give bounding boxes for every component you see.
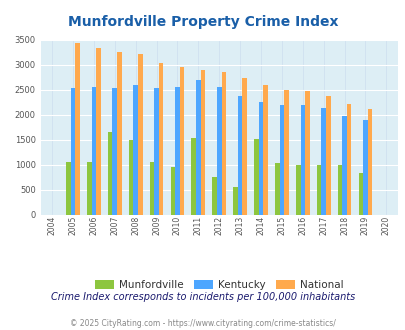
Bar [128, 140, 133, 214]
Bar [87, 161, 92, 214]
Bar [358, 173, 362, 214]
Text: © 2025 CityRating.com - https://www.cityrating.com/crime-statistics/: © 2025 CityRating.com - https://www.city… [70, 319, 335, 328]
Legend: Munfordville, Kentucky, National: Munfordville, Kentucky, National [91, 276, 347, 294]
Bar [305, 91, 309, 214]
Bar [346, 104, 351, 214]
Bar [316, 165, 321, 214]
Bar [149, 161, 154, 214]
Bar [112, 88, 117, 214]
Bar [117, 51, 121, 214]
Bar [191, 138, 196, 214]
Text: Munfordville Property Crime Index: Munfordville Property Crime Index [68, 15, 337, 29]
Bar [254, 139, 258, 214]
Bar [321, 108, 325, 214]
Bar [96, 48, 100, 214]
Text: Crime Index corresponds to incidents per 100,000 inhabitants: Crime Index corresponds to incidents per… [51, 292, 354, 302]
Bar [170, 167, 175, 214]
Bar [216, 87, 221, 214]
Bar [284, 89, 288, 214]
Bar [300, 105, 305, 214]
Bar [158, 63, 163, 214]
Bar [179, 67, 184, 214]
Bar [232, 186, 237, 214]
Bar [138, 54, 142, 214]
Bar [92, 87, 96, 214]
Bar [367, 109, 371, 214]
Bar [362, 119, 367, 214]
Bar [108, 132, 112, 214]
Bar [221, 72, 226, 215]
Bar [66, 161, 70, 214]
Bar [212, 177, 216, 214]
Bar [237, 96, 242, 214]
Bar [325, 96, 330, 214]
Bar [258, 102, 263, 214]
Bar [200, 70, 205, 214]
Bar [133, 85, 138, 214]
Bar [75, 43, 80, 214]
Bar [175, 87, 179, 214]
Bar [295, 165, 300, 214]
Bar [279, 105, 283, 214]
Bar [341, 116, 346, 214]
Bar [274, 163, 279, 215]
Bar [263, 84, 267, 214]
Bar [242, 78, 246, 214]
Bar [196, 80, 200, 214]
Bar [337, 165, 341, 214]
Bar [154, 88, 158, 214]
Bar [70, 88, 75, 214]
